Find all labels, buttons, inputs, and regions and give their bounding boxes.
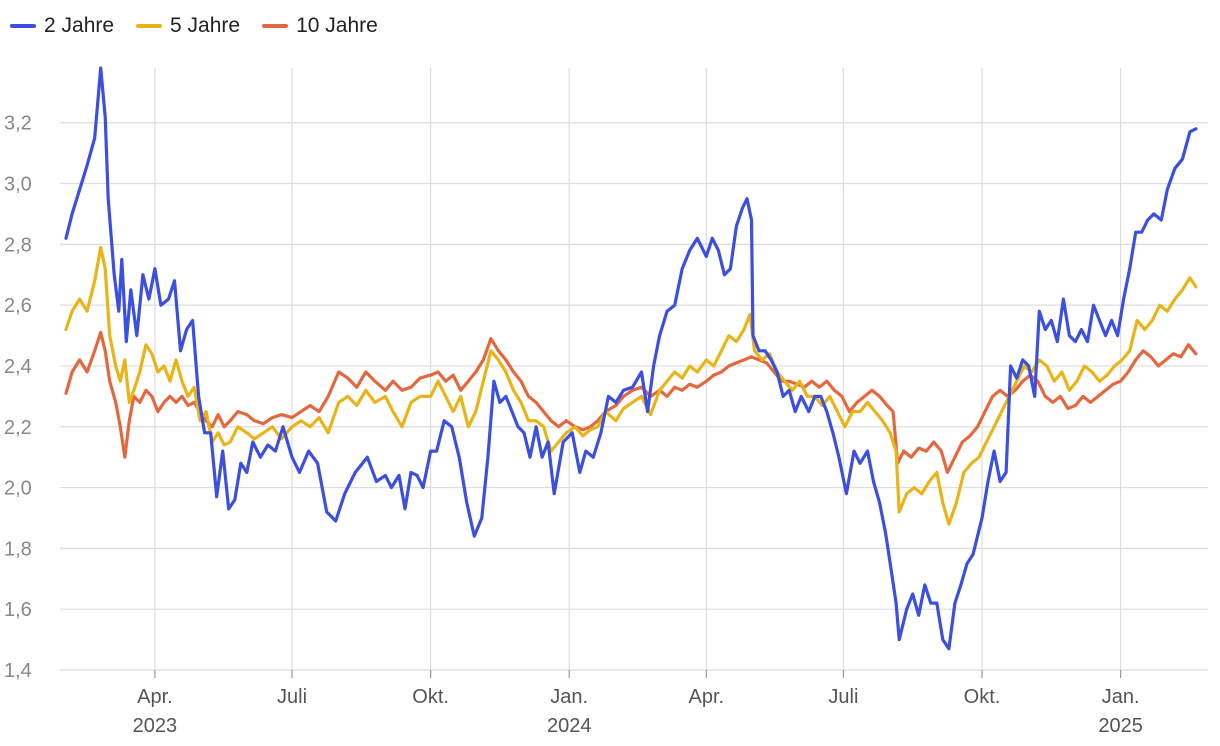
y-tick-label: 2,8 [4, 234, 32, 256]
legend-item-10-jahre[interactable]: 10 Jahre [262, 14, 378, 38]
legend-swatch-2-jahre [10, 24, 36, 28]
legend-swatch-5-jahre [136, 24, 163, 28]
x-tick-year: 2023 [133, 715, 178, 737]
x-tick-label: Juli [828, 686, 858, 708]
y-tick-label: 3,2 [4, 113, 32, 135]
y-tick-label: 1,8 [4, 538, 32, 560]
series-line-10-jahre [64, 330, 1198, 474]
legend-label-2-jahre: 2 Jahre [44, 14, 115, 37]
x-tick-label: Okt. [964, 686, 1001, 708]
legend-label-10-jahre: 10 Jahre [296, 14, 378, 37]
x-axis: Apr. 2023 Juli Okt. Jan. 2024 Apr. Juli Okt. Jan.… [133, 670, 1143, 737]
y-tick-label: 1,4 [4, 660, 32, 682]
y-axis: 1,4 1,6 1,8 2,0 2,2 2,4 2,6 2,8 3,0 3,2 [4, 113, 32, 682]
legend-swatch-10-jahre [262, 24, 289, 28]
y-tick-label: 2,2 [4, 417, 32, 439]
y-tick-label: 2,0 [4, 478, 32, 500]
series-line-5-jahre [64, 245, 1198, 526]
legend-item-2-jahre[interactable]: 2 Jahre [10, 14, 114, 38]
y-tick-label: 2,4 [4, 356, 32, 378]
series-line-2-jahre [64, 66, 1198, 651]
legend-label-5-jahre: 5 Jahre [170, 14, 241, 37]
grid [60, 68, 1208, 671]
x-tick-label: Juli [277, 686, 307, 708]
x-tick-year: 2024 [547, 715, 592, 737]
x-tick-label: Okt. [412, 686, 449, 708]
y-tick-label: 2,6 [4, 295, 32, 317]
legend: 2 Jahre 5 Jahre 10 Jahre [10, 14, 378, 38]
series-lines [64, 66, 1198, 651]
y-tick-label: 3,0 [4, 174, 32, 196]
y-tick-label: 1,6 [4, 599, 32, 621]
x-tick-year: 2025 [1098, 715, 1143, 737]
x-tick-label: Jan. [1102, 686, 1140, 708]
x-tick-label: Jan. [550, 686, 588, 708]
legend-item-5-jahre[interactable]: 5 Jahre [136, 14, 240, 38]
x-tick-label: Apr. [689, 686, 725, 708]
x-tick-label: Apr. [137, 686, 173, 708]
